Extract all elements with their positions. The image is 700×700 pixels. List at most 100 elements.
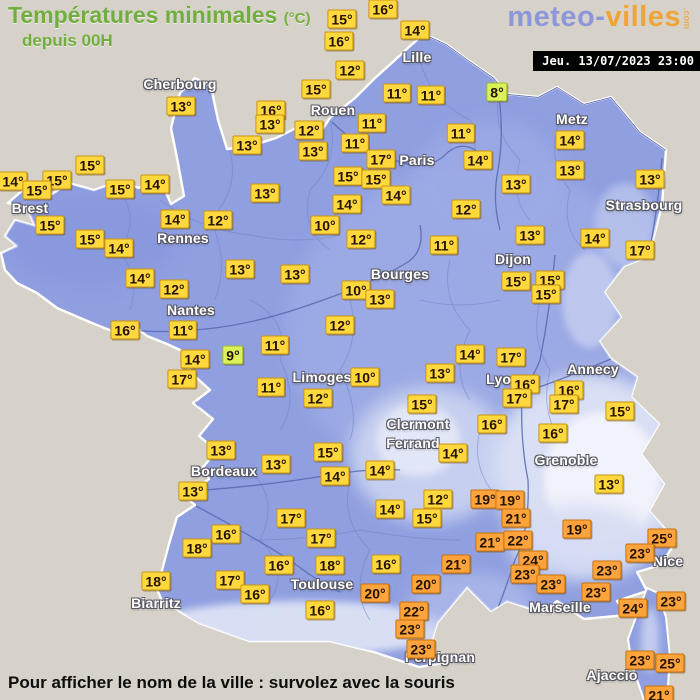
temp-label[interactable]: 25° <box>655 653 685 673</box>
temp-label[interactable]: 25° <box>647 528 677 548</box>
temp-label[interactable]: 11° <box>416 85 446 105</box>
temp-label[interactable]: 15° <box>361 169 391 189</box>
temp-label[interactable]: 21° <box>501 508 531 528</box>
temp-label[interactable]: 12° <box>203 210 233 230</box>
temp-label[interactable]: 23° <box>625 543 655 563</box>
temp-label[interactable]: 14° <box>580 228 610 248</box>
temp-label[interactable]: 22° <box>503 530 533 550</box>
temp-label[interactable]: 16° <box>211 524 241 544</box>
temp-label[interactable]: 13° <box>515 225 545 245</box>
temp-label[interactable]: 17° <box>276 508 306 528</box>
temp-label[interactable]: 11° <box>382 83 412 103</box>
temp-label[interactable]: 12° <box>159 279 189 299</box>
temp-label[interactable]: 19° <box>495 490 525 510</box>
temp-label[interactable]: 12° <box>303 388 333 408</box>
temp-label[interactable]: 16° <box>305 600 335 620</box>
temp-label[interactable]: 9° <box>222 345 244 365</box>
temp-label[interactable]: 18° <box>182 538 212 558</box>
temp-label[interactable]: 16° <box>371 554 401 574</box>
temp-label[interactable]: 16° <box>240 584 270 604</box>
temp-label[interactable]: 11° <box>446 123 476 143</box>
temp-label[interactable]: 15° <box>407 394 437 414</box>
temp-label[interactable]: 14° <box>0 171 28 191</box>
temp-label[interactable]: 13° <box>365 289 395 309</box>
temp-label[interactable]: 15° <box>412 508 442 528</box>
temp-label[interactable]: 13° <box>178 481 208 501</box>
temp-label[interactable]: 23° <box>395 619 425 639</box>
temp-label[interactable]: 23° <box>656 591 686 611</box>
temp-label[interactable]: 17° <box>366 149 396 169</box>
temp-label[interactable]: 11° <box>429 235 459 255</box>
temp-label[interactable]: 16° <box>110 320 140 340</box>
temp-label[interactable]: 23° <box>625 650 655 670</box>
temp-label[interactable]: 16° <box>324 31 354 51</box>
temp-label[interactable]: 23° <box>581 582 611 602</box>
temp-label[interactable]: 17° <box>215 570 245 590</box>
temp-label[interactable]: 13° <box>555 160 585 180</box>
temp-label[interactable]: 14° <box>160 209 190 229</box>
temp-label[interactable]: 8° <box>486 82 508 102</box>
temp-label[interactable]: 17° <box>306 528 336 548</box>
temp-label[interactable]: 17° <box>549 394 579 414</box>
temp-label[interactable]: 20° <box>360 583 390 603</box>
temp-label[interactable]: 15° <box>105 179 135 199</box>
temp-label[interactable]: 11° <box>256 377 286 397</box>
temp-label[interactable]: 24° <box>618 598 648 618</box>
temp-label[interactable]: 13° <box>206 440 236 460</box>
temp-label[interactable]: 12° <box>294 120 324 140</box>
temp-label[interactable]: 18° <box>141 571 171 591</box>
temp-label[interactable]: 14° <box>400 20 430 40</box>
temp-label[interactable]: 16° <box>477 414 507 434</box>
temp-label[interactable]: 19° <box>562 519 592 539</box>
temp-label[interactable]: 14° <box>455 344 485 364</box>
temp-label[interactable]: 17° <box>496 347 526 367</box>
temp-label[interactable]: 13° <box>635 169 665 189</box>
temp-label[interactable]: 13° <box>250 183 280 203</box>
temp-label[interactable]: 15° <box>75 155 105 175</box>
temp-label[interactable]: 12° <box>335 60 365 80</box>
temp-label[interactable]: 15° <box>22 180 52 200</box>
temp-label[interactable]: 13° <box>594 474 624 494</box>
temp-label[interactable]: 13° <box>225 259 255 279</box>
temp-label[interactable]: 14° <box>320 466 350 486</box>
temp-label[interactable]: 21° <box>441 554 471 574</box>
temp-label[interactable]: 23° <box>510 564 540 584</box>
temp-label[interactable]: 16° <box>264 555 294 575</box>
temp-label[interactable]: 10° <box>310 215 340 235</box>
temp-label[interactable]: 11° <box>357 113 387 133</box>
temp-label[interactable]: 12° <box>346 229 376 249</box>
temp-label[interactable]: 15° <box>501 271 531 291</box>
temp-label[interactable]: 13° <box>298 141 328 161</box>
temp-label[interactable]: 15° <box>333 166 363 186</box>
temp-label[interactable]: 12° <box>423 489 453 509</box>
temp-label[interactable]: 22° <box>399 601 429 621</box>
temp-label[interactable]: 14° <box>332 194 362 214</box>
temp-label[interactable]: 20° <box>411 574 441 594</box>
temp-label[interactable]: 15° <box>327 9 357 29</box>
temp-label[interactable]: 14° <box>180 349 210 369</box>
temp-label[interactable]: 15° <box>75 229 105 249</box>
temp-label[interactable]: 10° <box>350 367 380 387</box>
temp-label[interactable]: 23° <box>536 574 566 594</box>
meteo-villes-logo[interactable]: meteo-villes .com <box>507 1 692 34</box>
temp-label[interactable]: 23° <box>592 560 622 580</box>
temp-label[interactable]: 17° <box>502 388 532 408</box>
temp-label[interactable]: 13° <box>255 114 285 134</box>
temp-label[interactable]: 13° <box>425 363 455 383</box>
temp-label[interactable]: 14° <box>140 174 170 194</box>
temp-label[interactable]: 13° <box>166 96 196 116</box>
temp-label[interactable]: 15° <box>313 442 343 462</box>
temp-label[interactable]: 14° <box>375 499 405 519</box>
temp-label[interactable]: 14° <box>381 185 411 205</box>
temp-label[interactable]: 11° <box>168 320 198 340</box>
temp-label[interactable]: 14° <box>125 268 155 288</box>
temp-label[interactable]: 16° <box>368 0 398 19</box>
temp-label[interactable]: 11° <box>340 133 370 153</box>
temp-label[interactable]: 21° <box>475 532 505 552</box>
temp-label[interactable]: 13° <box>280 264 310 284</box>
temp-label[interactable]: 17° <box>167 369 197 389</box>
temp-label[interactable]: 15° <box>605 401 635 421</box>
temp-label[interactable]: 21° <box>644 685 674 700</box>
temp-label[interactable]: 15° <box>531 284 561 304</box>
temp-label[interactable]: 15° <box>301 79 331 99</box>
